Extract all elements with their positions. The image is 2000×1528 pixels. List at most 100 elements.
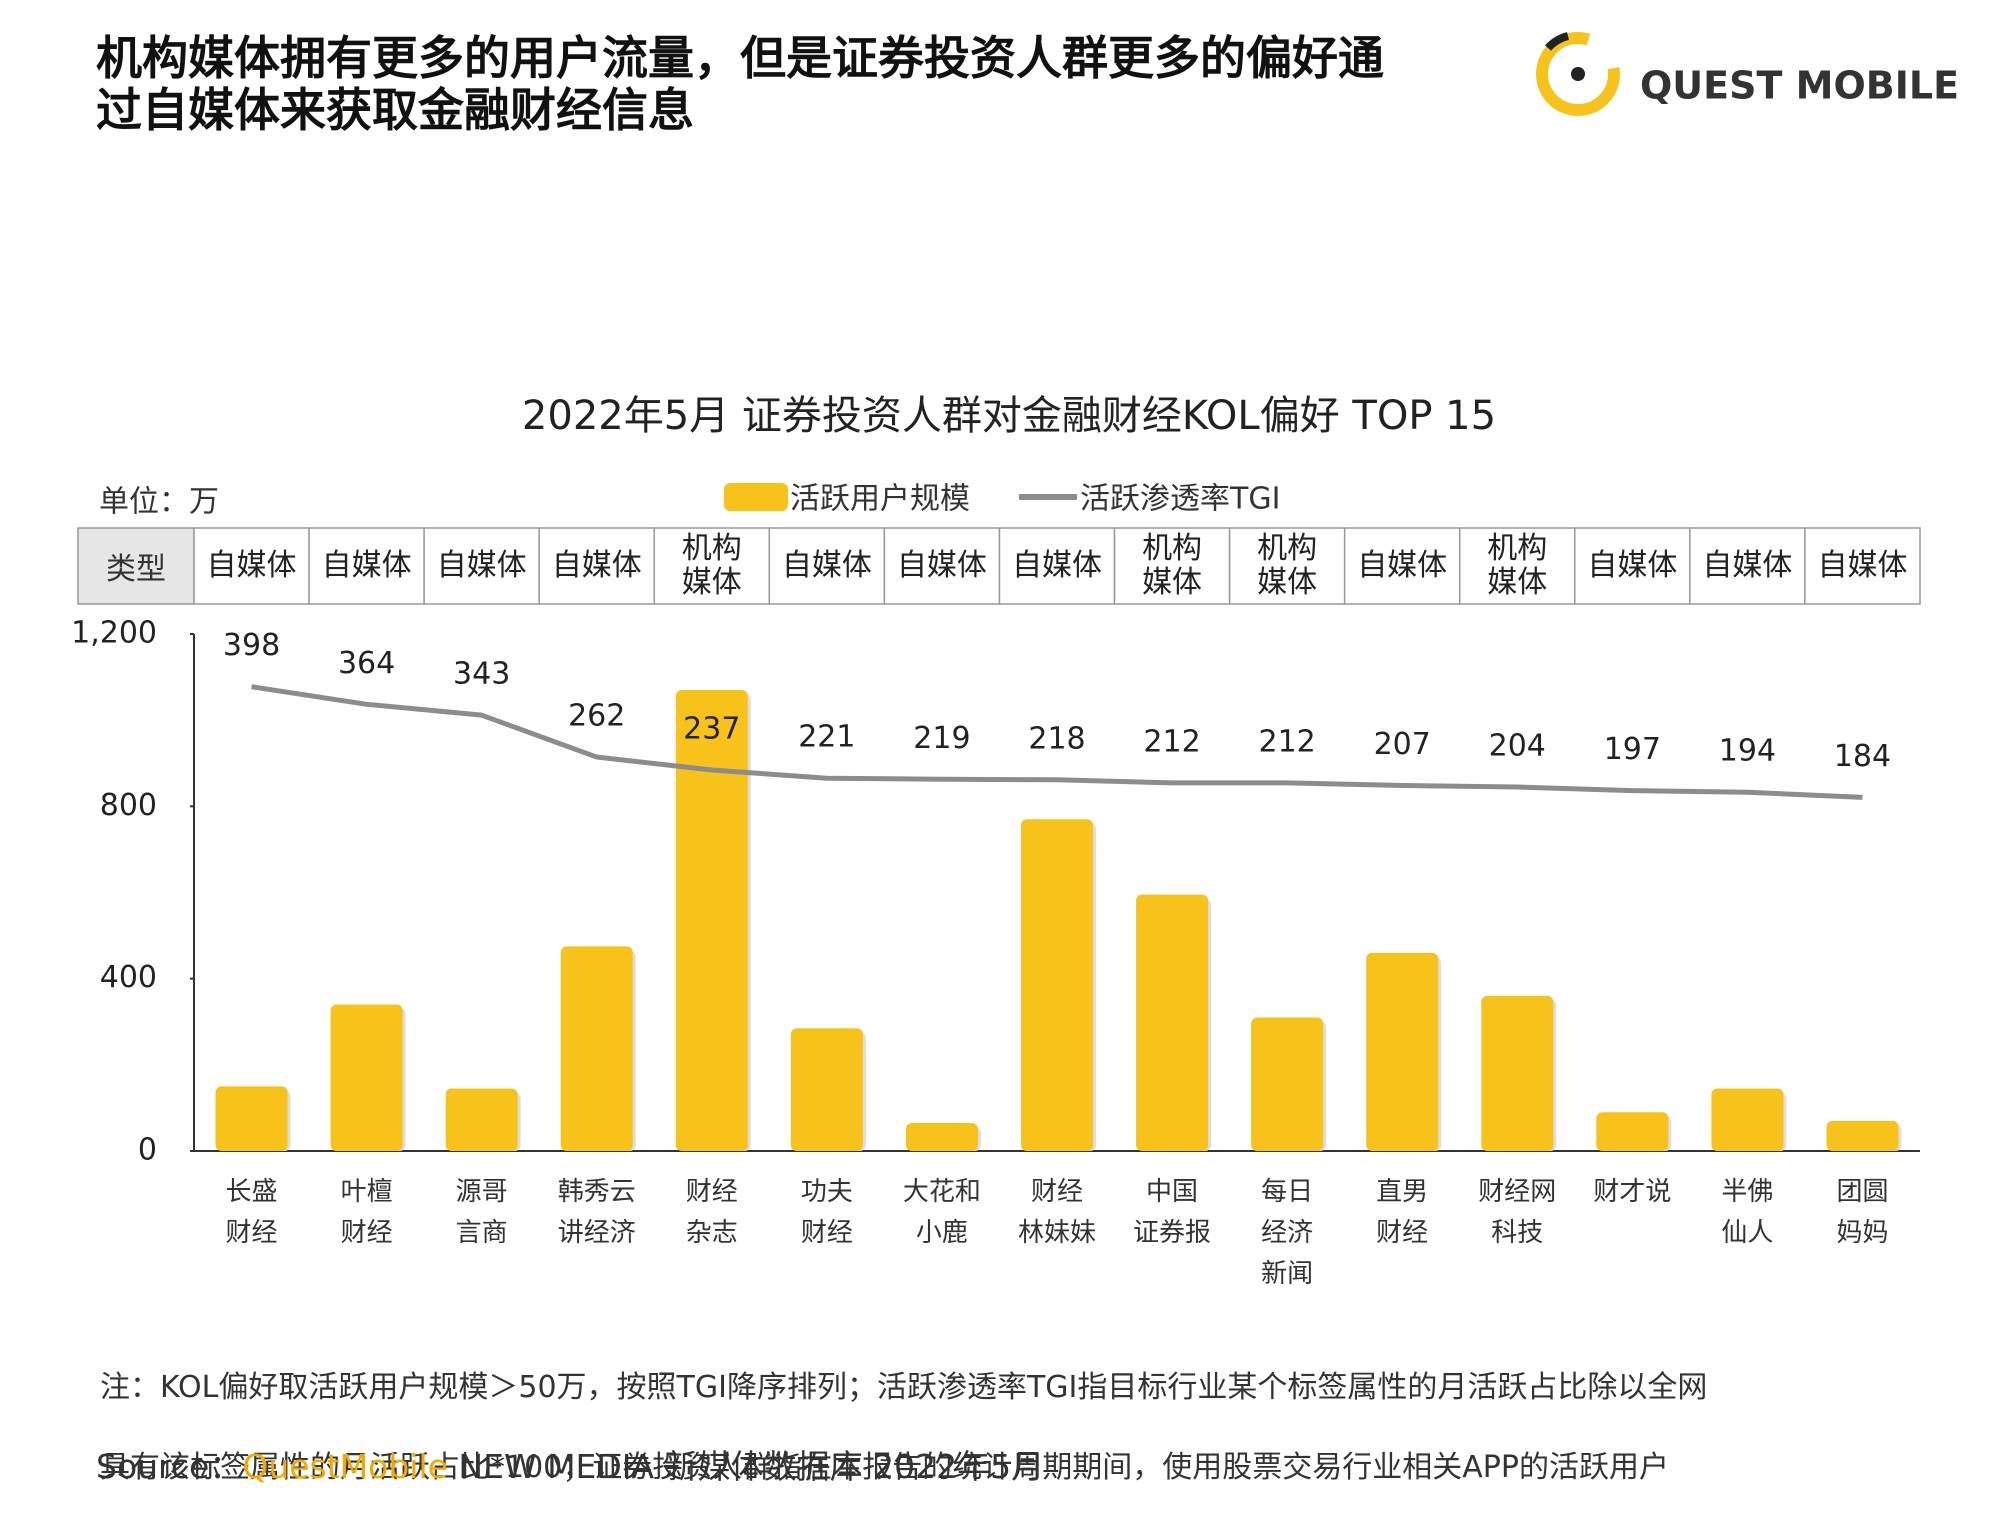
table-cell bbox=[423, 527, 540, 605]
table-cell bbox=[1574, 527, 1691, 605]
table-cell bbox=[998, 527, 1116, 605]
table-header: 类型 bbox=[106, 552, 166, 587]
x-tick-label: 团圆 妈妈 bbox=[1836, 1177, 1889, 1248]
x-tick-label: 叶檀 财经 bbox=[340, 1177, 393, 1248]
type-cell: 自媒体 bbox=[1587, 548, 1678, 583]
source: Source：QuestMobile NEW MEDIA 新媒体数据库 2022… bbox=[96, 1440, 1044, 1488]
table-cell bbox=[538, 527, 656, 605]
table-cell bbox=[1689, 527, 1806, 605]
type-cell: 机构 媒体 bbox=[1142, 531, 1203, 600]
type-cell: 机构 媒体 bbox=[1487, 531, 1548, 600]
data-label: 343 bbox=[453, 657, 510, 692]
y-tick-label: 0 bbox=[138, 1133, 157, 1168]
logo-ring bbox=[1536, 32, 1620, 116]
type-cell: 自媒体 bbox=[551, 548, 642, 583]
x-tick-label: 中国 证券报 bbox=[1133, 1177, 1212, 1248]
type-cell: 自媒体 bbox=[321, 548, 412, 583]
note-line: 具有该标签属性的月活跃占比*100；证券投资人群指在本报告的统计周期期间，使用股… bbox=[100, 1450, 1669, 1485]
type-cell: 自媒体 bbox=[1702, 548, 1793, 583]
x-tick-label: 财才说 bbox=[1593, 1177, 1672, 1207]
bar bbox=[1136, 894, 1209, 1151]
y-tick-label: 1,200 bbox=[71, 616, 157, 651]
bar bbox=[330, 1004, 403, 1151]
data-label: 221 bbox=[798, 720, 855, 755]
x-tick-label: 半佛 仙人 bbox=[1721, 1177, 1774, 1248]
table-cell bbox=[883, 527, 1001, 605]
x-tick-label: 大花和 小鹿 bbox=[902, 1177, 981, 1248]
data-label: 207 bbox=[1374, 727, 1431, 762]
x-tick-label: 财经 杂志 bbox=[685, 1177, 738, 1248]
x-tick-label: 源哥 言商 bbox=[455, 1177, 508, 1248]
data-label: 398 bbox=[223, 628, 280, 663]
logo-arc bbox=[1545, 32, 1570, 51]
logo-dot bbox=[1571, 67, 1585, 81]
data-label: 194 bbox=[1719, 734, 1776, 769]
y-tick-label: 400 bbox=[100, 960, 157, 995]
bar bbox=[905, 1122, 978, 1151]
x-tick-label: 直男 财经 bbox=[1376, 1177, 1429, 1248]
data-label: 212 bbox=[1143, 724, 1200, 759]
x-tick-label: 韩秀云 讲经济 bbox=[557, 1177, 636, 1248]
bar bbox=[675, 690, 748, 1151]
legend-label: 活跃渗透率TGI bbox=[1080, 482, 1280, 517]
bar bbox=[1711, 1088, 1784, 1151]
data-label: 212 bbox=[1259, 724, 1316, 759]
source-text: NEW MEDIA 新媒体数据库 2022年5月 bbox=[458, 1447, 1045, 1486]
type-cell: 自媒体 bbox=[206, 548, 297, 583]
table-cell bbox=[308, 527, 425, 605]
chart-title: 2022年5月 证券投资人群对金融财经KOL偏好 TOP 15 bbox=[522, 393, 1496, 439]
x-tick-label: 财经网 科技 bbox=[1478, 1177, 1557, 1248]
notes: 注：KOL偏好取活跃用户规模＞50万，按照TGI降序排列；活跃渗透率TGI指目标… bbox=[100, 1328, 1707, 1528]
data-label: 204 bbox=[1489, 729, 1546, 764]
table-cell bbox=[1804, 527, 1921, 605]
type-cell: 自媒体 bbox=[781, 548, 872, 583]
bar bbox=[1826, 1120, 1899, 1151]
x-tick-label: 每日 经济 新闻 bbox=[1261, 1177, 1314, 1289]
bar bbox=[790, 1028, 863, 1151]
legend-swatch bbox=[724, 483, 788, 511]
table-cell bbox=[768, 527, 886, 605]
logo-icon bbox=[1536, 32, 1620, 116]
table-cell bbox=[653, 527, 771, 605]
data-label: 364 bbox=[338, 646, 395, 681]
data-label: 184 bbox=[1834, 739, 1891, 774]
x-tick-label: 长盛 财经 bbox=[225, 1177, 278, 1248]
type-cell: 自媒体 bbox=[436, 548, 527, 583]
bar bbox=[445, 1088, 518, 1151]
type-cell: 自媒体 bbox=[1817, 548, 1908, 583]
bar bbox=[1251, 1017, 1324, 1151]
table-cell bbox=[1343, 527, 1461, 605]
unit-label: 单位：万 bbox=[99, 485, 219, 520]
source-label: Source： bbox=[96, 1447, 243, 1486]
type-cell: 机构 媒体 bbox=[1257, 531, 1318, 600]
source-brand: QuestMobile bbox=[242, 1447, 448, 1486]
type-cell: 机构 媒体 bbox=[681, 531, 742, 600]
table-cell bbox=[1458, 527, 1576, 605]
type-cell: 自媒体 bbox=[896, 548, 987, 583]
type-cell: 自媒体 bbox=[1357, 548, 1448, 583]
data-label: 237 bbox=[683, 711, 740, 746]
bar bbox=[1481, 995, 1554, 1151]
note-line: 注：KOL偏好取活跃用户规模＞50万，按照TGI降序排列；活跃渗透率TGI指目标… bbox=[100, 1370, 1708, 1405]
y-tick-label: 800 bbox=[100, 788, 157, 823]
type-cell: 自媒体 bbox=[1011, 548, 1102, 583]
bar bbox=[560, 946, 633, 1151]
bar bbox=[1366, 952, 1439, 1151]
data-label: 218 bbox=[1028, 721, 1085, 756]
data-label: 197 bbox=[1604, 732, 1661, 767]
page-title: 机构媒体拥有更多的用户流量，但是证券投资人群更多的偏好通 过自媒体来获取金融财经… bbox=[96, 31, 1384, 137]
x-tick-label: 财经 林妹妹 bbox=[1017, 1177, 1096, 1248]
data-label: 219 bbox=[913, 721, 970, 756]
logo-text: QUEST MOBILE bbox=[1640, 64, 1959, 108]
tgi-line bbox=[251, 684, 1863, 800]
x-tick-label: 功夫 财经 bbox=[800, 1177, 853, 1248]
bar bbox=[1021, 819, 1093, 1151]
bar bbox=[215, 1086, 288, 1151]
bar bbox=[1596, 1112, 1669, 1151]
table-header-cell bbox=[77, 527, 195, 605]
data-label: 262 bbox=[568, 699, 625, 734]
legend-label: 活跃用户规模 bbox=[790, 482, 970, 517]
table-cell bbox=[1228, 527, 1346, 605]
